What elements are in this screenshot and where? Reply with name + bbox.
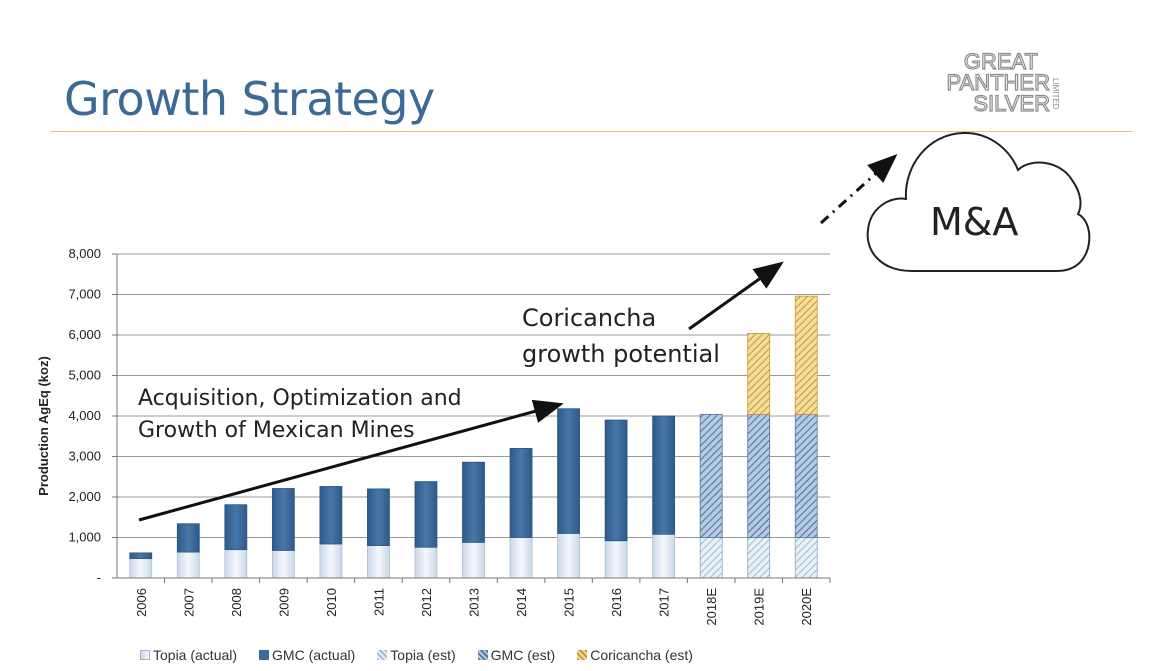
- bar-segment-topia-actual: [509, 537, 533, 579]
- bar-segment-gmc-actual: [509, 447, 533, 538]
- bar-segment-gmc-actual: [414, 481, 438, 548]
- legend-swatch-coricancha-est: [577, 650, 588, 660]
- mexican-annotation-line-1: Acquisition, Optimization and: [138, 386, 462, 411]
- legend-item-gmc-actual: GMC (actual): [259, 647, 355, 663]
- logo-line-2: PANTHER: [946, 70, 1051, 95]
- bar-segment-gmc-actual: [367, 488, 390, 546]
- bar-segment-gmc-est: [794, 413, 818, 538]
- x-tick-label: 2008: [229, 588, 244, 617]
- coricancha-growth-arrow: [688, 261, 784, 331]
- bar-segment-topia-est: [747, 537, 771, 579]
- x-tick-label: 2006: [134, 588, 149, 617]
- x-tick-label: 2009: [276, 588, 291, 617]
- legend-swatch-gmc-est: [477, 650, 488, 660]
- logo-line-3: SILVER: [973, 91, 1051, 116]
- coricancha-annotation: Coricancha growth potential: [522, 300, 720, 372]
- x-tick-label: 2017: [657, 588, 672, 617]
- bar-segment-topia-actual: [604, 540, 628, 579]
- legend-swatch-topia-actual: [140, 650, 150, 660]
- legend-label-coricancha-est: Coricancha (est): [590, 647, 693, 663]
- bar-segment-gmc-actual: [557, 408, 580, 534]
- bar-segment-gmc-actual: [176, 523, 200, 553]
- legend-swatch-gmc-actual: [259, 650, 270, 660]
- x-tick-label: 2013: [467, 588, 482, 617]
- legend-swatch-topia-est: [377, 650, 388, 660]
- legend-item-gmc-est: GMC (est): [477, 647, 556, 663]
- bar-segment-topia-actual: [224, 549, 248, 579]
- y-tick-label: -: [97, 570, 101, 585]
- x-tick-label: 2020E: [799, 588, 814, 626]
- x-tick-label: 2015: [562, 588, 577, 617]
- logo-line-1: GREAT: [963, 49, 1038, 74]
- y-tick-label: 6,000: [68, 327, 101, 342]
- mexican-annotation-line-2: Growth of Mexican Mines: [138, 418, 415, 443]
- x-tick-label: 2016: [609, 588, 624, 617]
- bar-segment-topia-actual: [367, 545, 390, 579]
- legend-item-topia-est: Topia (est): [377, 647, 456, 663]
- y-tick-label: 2,000: [68, 489, 101, 504]
- bar-segment-topia-actual: [557, 533, 580, 579]
- bar-segment-gmc-actual: [604, 419, 628, 542]
- bar-segment-topia-actual: [271, 550, 295, 579]
- bar-segment-topia-actual: [129, 558, 153, 579]
- chart-legend: Topia (actual) GMC (actual) Topia (est) …: [140, 647, 693, 663]
- legend-label-topia-actual: Topia (actual): [153, 647, 238, 663]
- y-tick-label: 5,000: [68, 368, 101, 383]
- y-tick-label: 4,000: [68, 408, 101, 423]
- coricancha-annotation-line-1: Coricancha: [522, 304, 657, 332]
- legend-label-gmc-est: GMC (est): [490, 647, 556, 663]
- bar-segment-gmc-actual: [652, 415, 676, 535]
- legend-label-topia-est: Topia (est): [390, 647, 456, 663]
- bar-segment-topia-actual: [319, 543, 343, 579]
- bar-segment-gmc-actual: [319, 486, 343, 545]
- mexican-growth-arrow: [138, 399, 564, 522]
- bar-segment-coricancha-est: [747, 332, 771, 415]
- bar-segment-gmc-actual: [129, 552, 153, 559]
- x-tick-label: 2010: [324, 588, 339, 617]
- bar-segment-gmc-actual: [462, 461, 485, 543]
- y-tick-label: 8,000: [68, 246, 101, 261]
- bar-segment-coricancha-est: [794, 295, 818, 415]
- bar-segment-gmc-est: [747, 413, 771, 538]
- mexican-mines-annotation: Acquisition, Optimization and Growth of …: [138, 383, 462, 447]
- x-tick-label: 2012: [419, 588, 434, 617]
- cloud-label: M&A: [930, 200, 1019, 244]
- coricancha-annotation-line-2: growth potential: [522, 340, 720, 368]
- legend-item-topia-actual: Topia (actual): [140, 647, 237, 663]
- y-tick-label: 3,000: [68, 449, 101, 464]
- cloud-icon: [866, 131, 1091, 272]
- bar-segment-topia-est: [794, 537, 818, 579]
- legend-label-gmc-actual: GMC (actual): [272, 647, 356, 663]
- bar-segment-topia-actual: [652, 533, 676, 579]
- bar-segment-topia-actual: [176, 551, 200, 579]
- bar-segment-gmc-actual: [224, 504, 248, 551]
- legend-item-coricancha-est: Coricancha (est): [577, 647, 693, 663]
- y-tick-label: 7,000: [68, 287, 101, 302]
- ma-dashed-arrow: [819, 153, 898, 225]
- bar-segment-gmc-actual: [271, 488, 295, 551]
- bar-segment-topia-actual: [462, 541, 485, 579]
- x-tick-label: 2014: [514, 588, 529, 617]
- x-tick-label: 2011: [371, 588, 386, 616]
- bar-segment-topia-est: [699, 537, 723, 579]
- logo-tag: LIMITED: [1051, 78, 1060, 110]
- x-tick-label: 2007: [181, 588, 196, 617]
- x-tick-label: 2019E: [752, 588, 767, 626]
- bar-segment-topia-actual: [414, 546, 438, 579]
- page-title: Growth Strategy: [64, 72, 435, 126]
- x-tick-label: 2018E: [704, 588, 719, 626]
- bar-segment-gmc-est: [699, 413, 723, 538]
- title-divider: [50, 131, 1132, 132]
- company-logo: GREAT PANTHER SILVER LIMITED: [946, 49, 1094, 122]
- y-axis-title: Production AgEq (koz): [36, 356, 51, 496]
- y-tick-label: 1,000: [68, 530, 101, 545]
